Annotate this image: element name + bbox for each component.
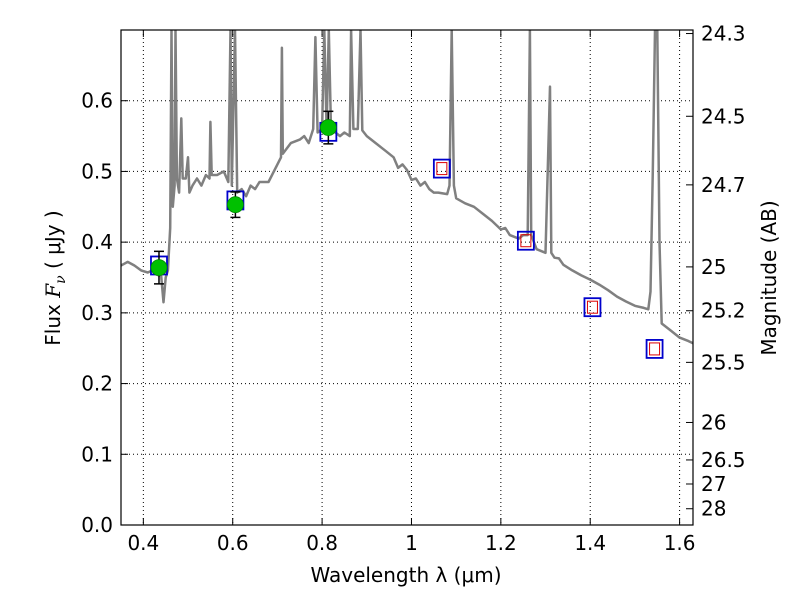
model-photometry-inner-square [520,234,532,248]
y-tick-label: 0.0 [81,513,113,537]
y2-tick-label: 27 [701,472,726,496]
model-photometry-square [583,297,602,318]
y-axis-label-suffix: ( μJy ) [41,210,65,275]
observed-photometry-point [226,196,244,214]
y2-tick-label: 25.5 [701,350,746,374]
model-photometry-inner-square [649,342,661,356]
model-photometry-square [645,339,664,359]
y2-tick-label: 26.5 [701,448,746,472]
y-axis-label-subscript: ν [53,275,69,284]
model-photometry-square [516,230,535,251]
model-photometry-inner-square [586,300,598,314]
y-axis-label-symbol: F [41,283,65,299]
y2-tick-label: 24.7 [701,173,746,197]
y-axis-label-prefix: Flux [41,298,65,346]
spectrum-line [121,30,693,345]
x-tick-label: 1.6 [664,531,696,555]
y2-tick-label: 24.5 [701,104,746,128]
y-tick-label: 0.6 [81,89,113,113]
y-axis-ticks: 0.0 0.1 0.2 0.3 0.4 0.5 0.6 [81,89,128,537]
y-tick-label: 0.5 [81,159,113,183]
model-photometry-square [432,158,451,179]
x-tick-label: 1.2 [485,531,517,555]
x-tick-label: 0.6 [217,531,249,555]
y-tick-label: 0.2 [81,372,113,396]
x-tick-label: 1.4 [574,531,606,555]
y2-tick-label: 25.2 [701,299,746,323]
y2-tick-label: 25 [701,255,726,279]
y2-tick-label: 28 [701,497,726,521]
x-tick-label: 0.4 [127,531,159,555]
axes-frame [120,29,694,526]
x-axis-label: Wavelength λ (μm) [310,563,501,587]
y-axis-label: Flux Fν ( μJy ) [41,210,69,345]
spectrum-layer [121,30,693,345]
grid-lines [121,30,693,526]
x-axis-ticks: 0.4 0.6 0.8 1 1.2 1.4 1.6 [127,30,696,555]
y-tick-label: 0.1 [81,442,113,466]
photometry-layer [150,110,664,359]
x-tick-label: 1 [405,531,418,555]
model-photometry-inner-square [436,162,448,176]
y2-tick-label: 24.3 [701,22,746,46]
x-tick-label: 0.8 [306,531,338,555]
observed-photometry-point [150,259,168,277]
y-tick-label: 0.4 [81,230,113,254]
observed-photometry-point [319,119,337,136]
y2-tick-label: 26 [701,410,726,434]
plot-frame [120,29,694,526]
y2-axis-label: Magnitude (AB) [757,200,781,355]
y-tick-label: 0.3 [81,301,113,325]
